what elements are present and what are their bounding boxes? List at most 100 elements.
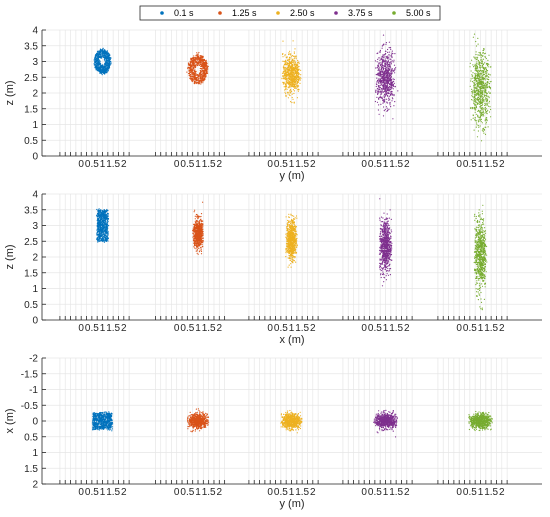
data-point <box>378 98 380 100</box>
data-point <box>96 67 98 69</box>
data-point <box>375 83 377 85</box>
data-point <box>106 54 108 56</box>
data-point <box>483 49 485 51</box>
data-point <box>480 82 482 84</box>
data-point <box>103 64 106 66</box>
data-point <box>294 48 296 50</box>
data-point <box>196 57 198 59</box>
data-point <box>288 52 290 54</box>
data-point <box>476 124 478 126</box>
data-point <box>287 74 289 76</box>
data-point <box>190 59 192 61</box>
data-point <box>293 67 295 69</box>
data-point <box>100 210 102 212</box>
data-point <box>383 74 385 76</box>
data-point <box>392 70 394 72</box>
data-point <box>393 80 395 82</box>
data-point <box>292 69 294 71</box>
data-point <box>202 67 204 69</box>
data-point <box>386 88 388 90</box>
data-point <box>474 107 476 110</box>
data-point <box>379 89 381 91</box>
data-point <box>97 231 99 233</box>
data-point <box>490 80 492 83</box>
data-point <box>203 71 205 74</box>
data-point <box>482 98 484 101</box>
data-point <box>469 107 472 109</box>
data-point <box>101 74 103 76</box>
data-point <box>288 57 291 59</box>
data-point <box>96 237 99 239</box>
data-point <box>486 117 488 119</box>
data-point <box>97 241 99 243</box>
data-point <box>483 73 486 75</box>
data-point <box>198 251 201 253</box>
x-tick-label: 0 <box>78 159 84 170</box>
data-point <box>202 82 204 84</box>
data-point <box>475 66 477 68</box>
data-point <box>473 80 475 82</box>
data-point <box>388 83 391 85</box>
data-point <box>386 92 388 94</box>
data-point <box>481 114 483 117</box>
data-point <box>478 78 480 80</box>
data-point <box>478 54 480 56</box>
data-point <box>282 83 284 85</box>
data-point <box>288 53 290 55</box>
data-point <box>383 94 386 96</box>
data-point <box>379 49 381 52</box>
data-point <box>478 73 480 75</box>
x-tick-label: 2 <box>310 159 316 170</box>
panel-2: 00.511.522.533.540 0.5 1 1.5 2 0 0.5 1 1.5 2 0 0.5 1… <box>4 190 542 346</box>
data-point <box>102 72 104 74</box>
data-point <box>476 63 478 65</box>
data-point <box>384 58 386 60</box>
data-point <box>471 99 473 101</box>
data-point <box>106 237 108 239</box>
data-point <box>486 78 488 80</box>
data-point <box>95 68 97 70</box>
data-point <box>489 74 491 76</box>
data-point <box>201 66 203 68</box>
data-point <box>102 66 104 68</box>
data-point <box>294 66 296 68</box>
data-point <box>198 82 200 84</box>
data-point <box>379 51 381 53</box>
data-point <box>99 68 101 70</box>
x-tick-label: 0 <box>361 159 367 170</box>
y-axis-label: z (m) <box>4 80 16 105</box>
data-point <box>484 67 486 69</box>
data-point <box>289 82 292 84</box>
data-point <box>482 103 484 105</box>
data-point <box>283 81 285 83</box>
data-point <box>104 70 106 72</box>
data-point <box>299 76 301 78</box>
data-point <box>96 208 98 211</box>
data-point <box>204 66 206 68</box>
data-point <box>200 55 202 57</box>
x-tick-label: 1 <box>478 159 484 170</box>
data-point <box>190 63 192 65</box>
data-point <box>389 99 391 101</box>
data-point <box>394 68 396 70</box>
data-point <box>484 52 486 54</box>
data-point <box>191 80 193 83</box>
data-point <box>107 68 109 70</box>
data-point <box>482 52 484 54</box>
data-point <box>475 80 477 82</box>
data-point <box>290 91 292 93</box>
data-point <box>385 86 387 88</box>
data-point <box>105 71 107 74</box>
data-point <box>286 56 288 58</box>
data-point <box>102 231 104 233</box>
data-point <box>291 84 293 86</box>
data-point <box>386 80 388 82</box>
data-point <box>379 69 381 71</box>
data-point <box>484 126 486 128</box>
data-point <box>98 240 100 242</box>
data-point <box>294 64 296 67</box>
data-point <box>482 88 484 90</box>
data-point <box>382 64 384 66</box>
data-point <box>482 96 484 98</box>
x-tick-label: 1 <box>289 159 295 170</box>
